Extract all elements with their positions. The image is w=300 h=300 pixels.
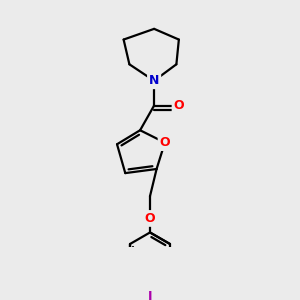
Text: O: O bbox=[173, 99, 184, 112]
Text: O: O bbox=[160, 136, 170, 149]
Text: I: I bbox=[148, 290, 152, 300]
Text: O: O bbox=[145, 212, 155, 225]
Text: N: N bbox=[149, 74, 159, 87]
